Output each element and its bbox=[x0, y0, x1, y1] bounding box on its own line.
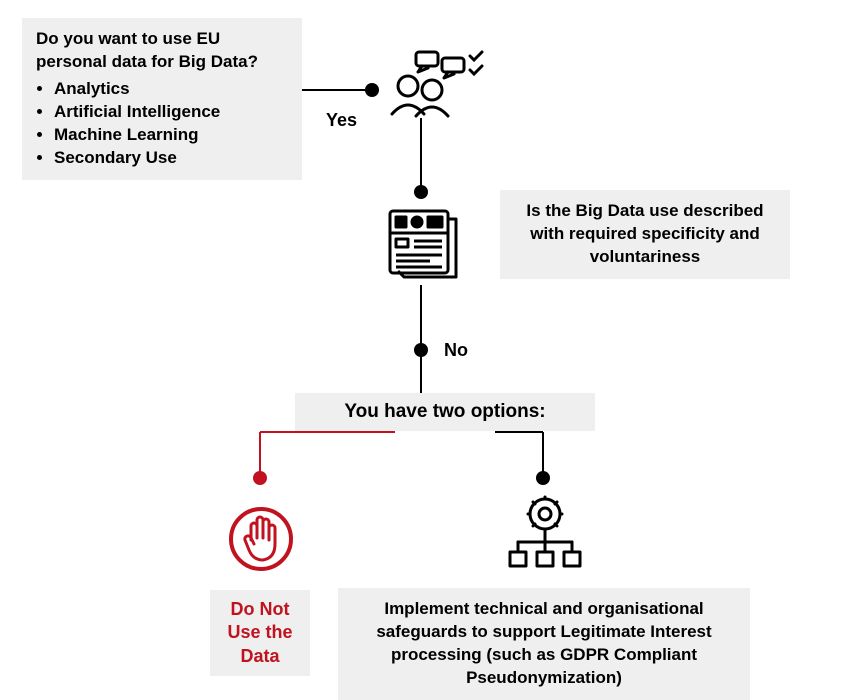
people-discussion-icon bbox=[386, 48, 484, 123]
options-header-text: You have two options: bbox=[344, 401, 545, 422]
no-label: No bbox=[444, 340, 468, 361]
option-implement-safeguards-box: Implement technical and organisational s… bbox=[338, 588, 750, 700]
stop-hand-icon bbox=[228, 494, 294, 589]
question-eu-data-heading: Do you want to use EU personal data for … bbox=[36, 28, 288, 74]
option-implement-safeguards-text: Implement technical and organisational s… bbox=[376, 599, 711, 687]
option-do-not-use-box: Do Not Use the Data bbox=[210, 590, 310, 676]
brain-orgchart-icon bbox=[504, 494, 586, 587]
bullet-item: Artificial Intelligence bbox=[54, 101, 288, 124]
question-eu-data-box: Do you want to use EU personal data for … bbox=[22, 18, 302, 180]
bullet-item: Machine Learning bbox=[54, 124, 288, 147]
options-header-box: You have two options: bbox=[295, 393, 595, 431]
question-specificity-text: Is the Big Data use described with requi… bbox=[514, 200, 776, 269]
question-specificity-box: Is the Big Data use described with requi… bbox=[500, 190, 790, 279]
bullet-item: Secondary Use bbox=[54, 147, 288, 170]
option-do-not-use-text: Do Not Use the Data bbox=[227, 599, 292, 666]
bullet-item: Analytics bbox=[54, 78, 288, 101]
question-eu-data-bullets: Analytics Artificial Intelligence Machin… bbox=[36, 78, 288, 170]
yes-label: Yes bbox=[326, 110, 357, 131]
document-data-icon bbox=[384, 205, 462, 288]
